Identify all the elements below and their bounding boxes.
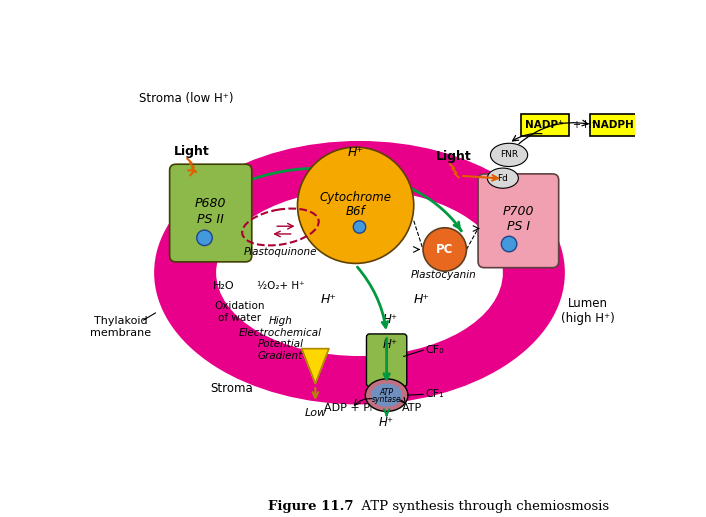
Ellipse shape — [371, 384, 402, 407]
Text: Plastocyanin: Plastocyanin — [410, 270, 476, 280]
Ellipse shape — [353, 221, 366, 233]
Ellipse shape — [197, 230, 213, 246]
Text: FNR: FNR — [500, 150, 518, 159]
Text: NADPH: NADPH — [592, 119, 634, 130]
Text: PS I: PS I — [507, 220, 530, 234]
Text: + H⁺: + H⁺ — [573, 119, 597, 130]
Text: Oxidation
of water: Oxidation of water — [214, 301, 265, 323]
Ellipse shape — [501, 236, 517, 252]
Text: PS II: PS II — [197, 212, 224, 226]
FancyBboxPatch shape — [366, 334, 407, 387]
Text: P680: P680 — [195, 197, 227, 210]
Text: H⁺: H⁺ — [414, 293, 429, 307]
FancyBboxPatch shape — [521, 114, 569, 135]
Ellipse shape — [365, 379, 408, 412]
FancyBboxPatch shape — [590, 114, 636, 135]
Ellipse shape — [154, 141, 565, 404]
Text: Stroma: Stroma — [210, 383, 253, 396]
Text: Thylakoid
membrane: Thylakoid membrane — [90, 316, 151, 338]
Text: ATP: ATP — [402, 403, 422, 413]
Text: H₂O: H₂O — [213, 281, 234, 291]
Ellipse shape — [216, 189, 503, 356]
Text: H⁺: H⁺ — [379, 416, 394, 429]
Text: Figure 11.7: Figure 11.7 — [268, 500, 353, 513]
Text: Plastoquinone: Plastoquinone — [244, 247, 317, 257]
Text: Stroma (low H⁺): Stroma (low H⁺) — [138, 92, 233, 105]
Text: NADP⁺: NADP⁺ — [525, 119, 564, 130]
Text: H⁺: H⁺ — [321, 293, 337, 307]
Text: H⁺: H⁺ — [347, 146, 364, 159]
Text: PC: PC — [436, 243, 453, 256]
Ellipse shape — [487, 168, 518, 188]
Polygon shape — [301, 348, 329, 384]
Text: B6f: B6f — [346, 205, 366, 218]
Text: H⁺: H⁺ — [383, 313, 398, 326]
Text: Cytochrome: Cytochrome — [320, 191, 392, 204]
FancyBboxPatch shape — [169, 164, 252, 262]
Text: Light: Light — [174, 145, 209, 158]
Text: High
Electrochemical
Potential
Gradient: High Electrochemical Potential Gradient — [239, 316, 322, 361]
FancyBboxPatch shape — [478, 174, 558, 268]
Text: P700: P700 — [503, 205, 534, 218]
Text: syntase: syntase — [372, 396, 402, 404]
Text: Fd: Fd — [498, 174, 508, 183]
Ellipse shape — [491, 143, 527, 166]
Ellipse shape — [423, 228, 467, 271]
Text: CF₀: CF₀ — [426, 345, 444, 355]
Text: H⁺: H⁺ — [383, 338, 398, 351]
Text: ADP + Pᵢ: ADP + Pᵢ — [324, 403, 372, 413]
Text: ATP synthesis through chemiosmosis: ATP synthesis through chemiosmosis — [353, 500, 609, 513]
Text: ½O₂+ H⁺: ½O₂+ H⁺ — [257, 281, 304, 291]
Text: CF₁: CF₁ — [426, 389, 444, 400]
Ellipse shape — [297, 147, 414, 263]
Text: ATP: ATP — [380, 388, 394, 398]
Text: Low: Low — [304, 408, 326, 418]
Text: Lumen
(high H⁺): Lumen (high H⁺) — [561, 297, 615, 326]
Text: Light: Light — [436, 150, 472, 163]
